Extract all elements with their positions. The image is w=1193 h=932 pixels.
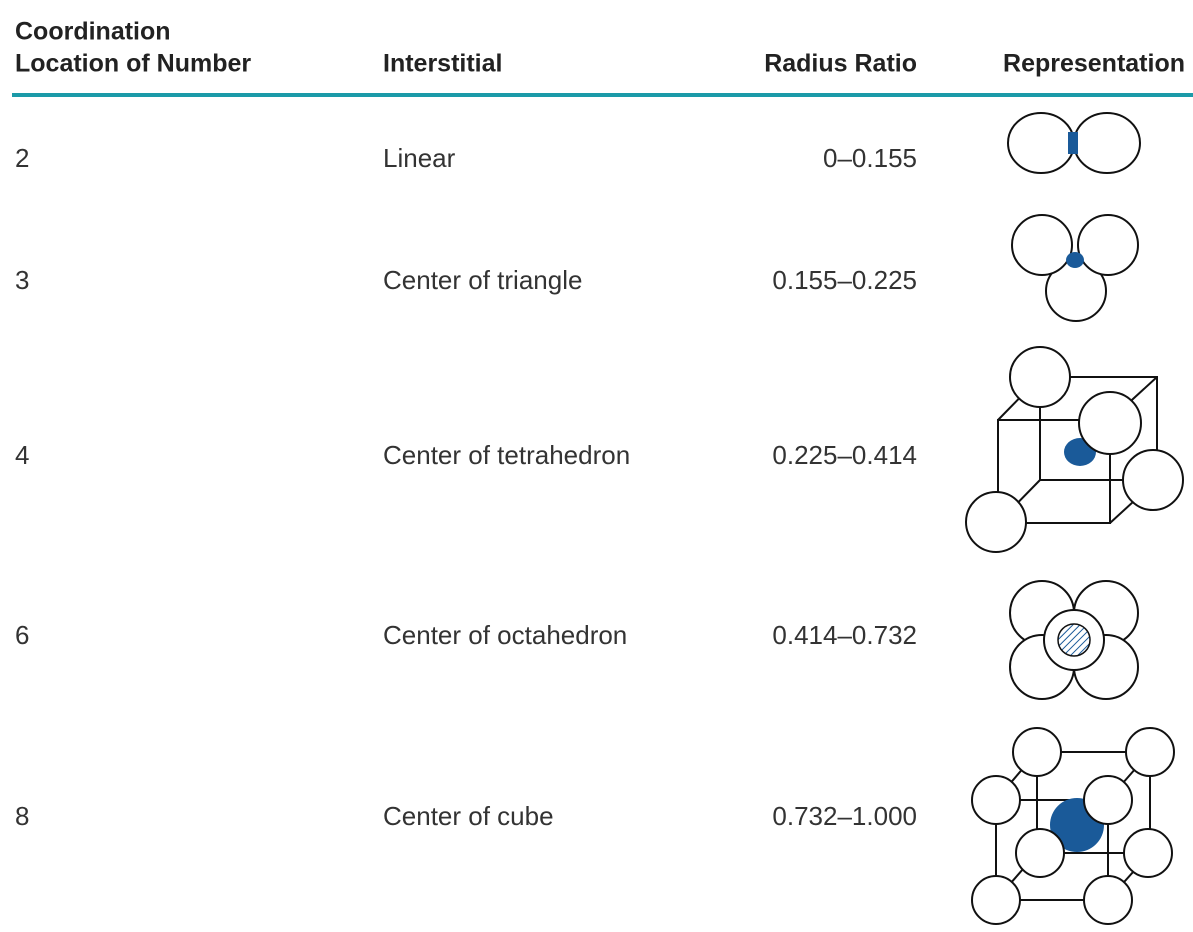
table-cell: 0.155–0.225 (772, 265, 917, 295)
table-cell: 0.732–1.000 (772, 801, 917, 831)
representation-tetrahedron (966, 347, 1183, 552)
representation-linear (1008, 113, 1140, 173)
table-body: 2 Linear 0–0.155 3 Center of triangle 0.155–0… (15, 143, 917, 831)
header-cell: Location of Number (15, 50, 251, 78)
table-cell: 8 (15, 801, 29, 831)
header-rule (12, 93, 1193, 97)
header-cell: Radius Ratio (764, 50, 917, 78)
table-cell: 0–0.155 (823, 143, 917, 173)
table-cell: Center of tetrahedron (383, 440, 630, 470)
representation-triangle (1012, 215, 1138, 321)
header-cell: Representation (1003, 50, 1185, 78)
table-cell: Center of cube (383, 801, 554, 831)
header-cell: Interstitial (383, 50, 502, 78)
table-cell: 2 (15, 143, 29, 173)
representation-octahedron (1010, 581, 1138, 699)
representation-cube (972, 728, 1174, 924)
table-cell: Center of octahedron (383, 620, 627, 650)
table-cell: 3 (15, 265, 29, 295)
table-cell: Linear (383, 143, 456, 173)
header-cell: Coordination (15, 18, 171, 46)
table-cell: Center of triangle (383, 265, 582, 295)
table-cell: 0.225–0.414 (772, 440, 917, 470)
table-cell: 0.414–0.732 (772, 620, 917, 650)
table-page: Coordination Location of Number Intersti… (0, 0, 1193, 932)
table-cell: 6 (15, 620, 29, 650)
table-cell: 4 (15, 440, 29, 470)
